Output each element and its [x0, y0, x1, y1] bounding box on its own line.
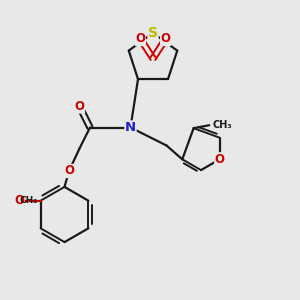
Text: O: O: [215, 153, 225, 166]
Text: CH₃: CH₃: [20, 196, 38, 205]
Text: O: O: [64, 164, 74, 178]
Text: O: O: [74, 100, 85, 113]
Text: S: S: [148, 26, 158, 40]
Text: N: N: [125, 121, 136, 134]
Text: O: O: [160, 32, 171, 46]
Text: O: O: [14, 194, 24, 207]
Text: CH₃: CH₃: [212, 120, 232, 130]
Text: O: O: [135, 32, 146, 46]
